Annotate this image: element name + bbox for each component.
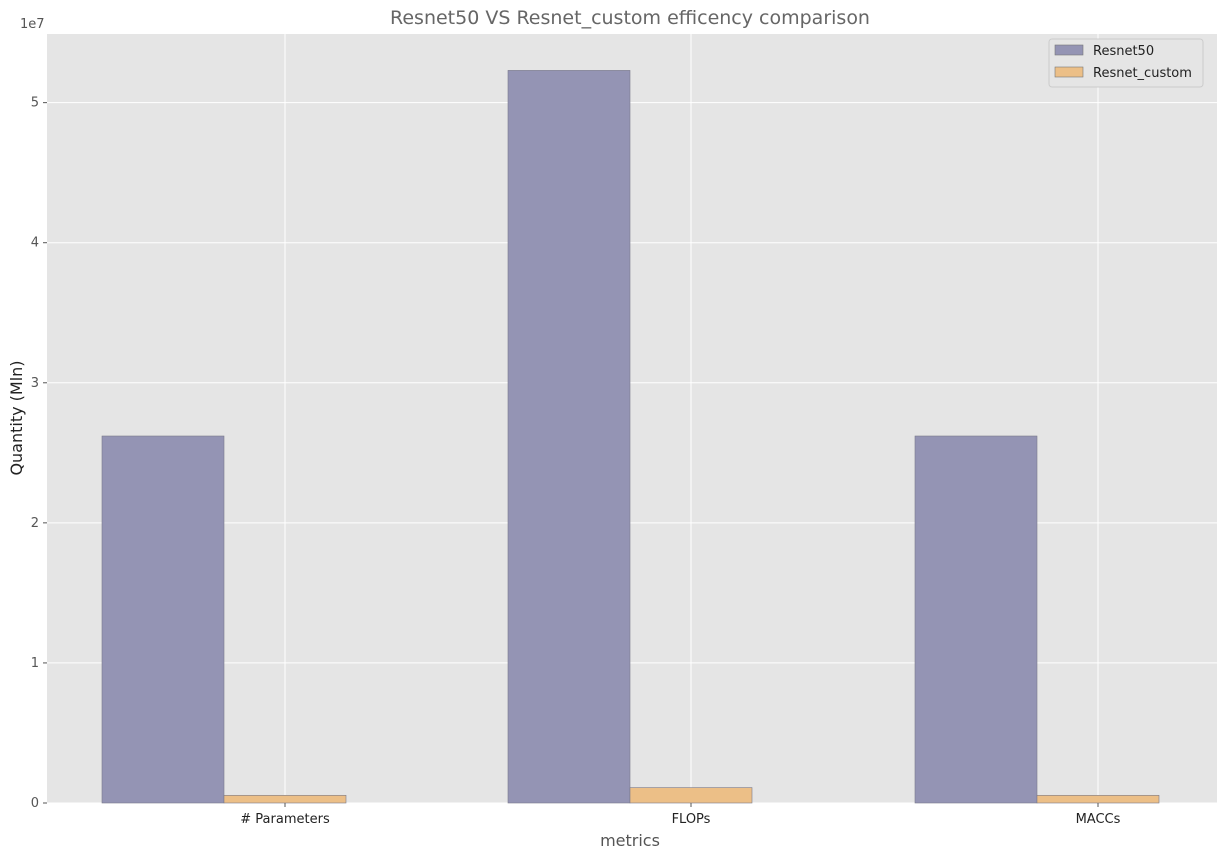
x-tick-label: # Parameters	[240, 812, 330, 827]
y-tick-label: 2	[31, 516, 39, 531]
y-axis-ticks: 0 1 2 3 4 5	[31, 96, 47, 811]
legend-swatch-resnet50	[1054, 44, 1084, 56]
bar-resnet-custom	[1036, 794, 1160, 804]
legend-label-resnet-custom: Resnet_custom	[1093, 66, 1192, 81]
y-tick-label: 4	[31, 236, 39, 251]
y-tick-label: 0	[31, 796, 39, 811]
legend-box	[1048, 38, 1204, 88]
y-tick-label: 5	[31, 96, 39, 111]
x-tick-label: FLOPs	[672, 812, 711, 827]
y-tick-label: 3	[31, 376, 39, 391]
bars	[101, 70, 1160, 804]
bar-resnet-custom	[223, 794, 347, 804]
y-offset-label: 1e7	[20, 17, 45, 32]
bar-resnet-custom	[629, 787, 753, 804]
bar-resnet50	[101, 435, 225, 804]
bar-resnet50	[914, 435, 1038, 804]
legend: Resnet50 Resnet_custom	[1048, 38, 1204, 88]
legend-swatch-resnet-custom	[1054, 66, 1084, 78]
y-tick-label: 1	[31, 656, 39, 671]
legend-label-resnet50: Resnet50	[1093, 44, 1154, 59]
y-axis-title: Quantity (Mln)	[7, 360, 26, 475]
x-axis-ticks: # Parameters FLOPs MACCs	[240, 803, 1121, 827]
x-axis-title: metrics	[600, 831, 660, 850]
bar-resnet50	[507, 70, 631, 804]
x-tick-label: MACCs	[1076, 812, 1121, 827]
chart-title: Resnet50 VS Resnet_custom efficency comp…	[390, 7, 870, 29]
